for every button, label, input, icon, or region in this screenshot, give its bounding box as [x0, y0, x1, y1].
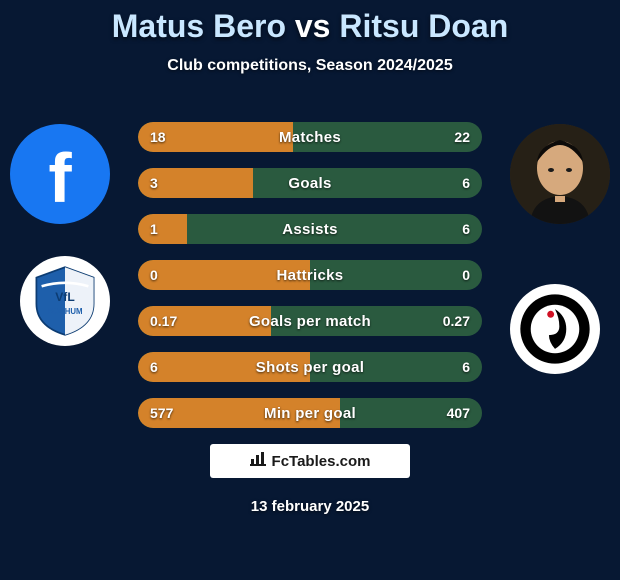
stat-label: Hattricks: [138, 260, 482, 290]
stat-row: 0.170.27Goals per match: [138, 306, 482, 336]
subtitle: Club competitions, Season 2024/2025: [0, 57, 620, 75]
freiburg-badge-icon: [516, 290, 594, 368]
player2-club-badge: [510, 284, 600, 374]
stat-label: Shots per goal: [138, 352, 482, 382]
stat-label: Assists: [138, 214, 482, 244]
facebook-icon: f: [10, 128, 110, 224]
comparison-title: Matus Bero vs Ritsu Doan: [0, 0, 620, 45]
stat-row: 36Goals: [138, 168, 482, 198]
player2-name: Ritsu Doan: [339, 8, 508, 44]
player1-name: Matus Bero: [112, 8, 286, 44]
vs-text: vs: [295, 8, 331, 44]
svg-text:BOCHUM: BOCHUM: [47, 307, 82, 316]
stat-row: 16Assists: [138, 214, 482, 244]
stat-label: Goals: [138, 168, 482, 198]
stat-row: 66Shots per goal: [138, 352, 482, 382]
site-badge: FcTables.com: [210, 444, 410, 478]
stat-label: Min per goal: [138, 398, 482, 428]
stat-label: Goals per match: [138, 306, 482, 336]
stats-barchart: 1822Matches 36Goals 16Assists 00Hattricks 0.…: [138, 122, 482, 444]
player2-portrait-icon: [510, 124, 610, 224]
site-name: FcTables.com: [272, 453, 371, 470]
stat-row: 00Hattricks: [138, 260, 482, 290]
player1-avatar: f: [10, 124, 110, 224]
stat-label: Matches: [138, 122, 482, 152]
footer-date: 13 february 2025: [0, 498, 620, 515]
stat-row: 577407Min per goal: [138, 398, 482, 428]
svg-text:VfL: VfL: [55, 290, 75, 304]
player1-club-badge: VfL BOCHUM: [20, 256, 110, 346]
bochum-badge-icon: VfL BOCHUM: [26, 262, 104, 340]
player2-avatar: [510, 124, 610, 224]
barchart-icon: [250, 452, 266, 470]
stat-row: 1822Matches: [138, 122, 482, 152]
